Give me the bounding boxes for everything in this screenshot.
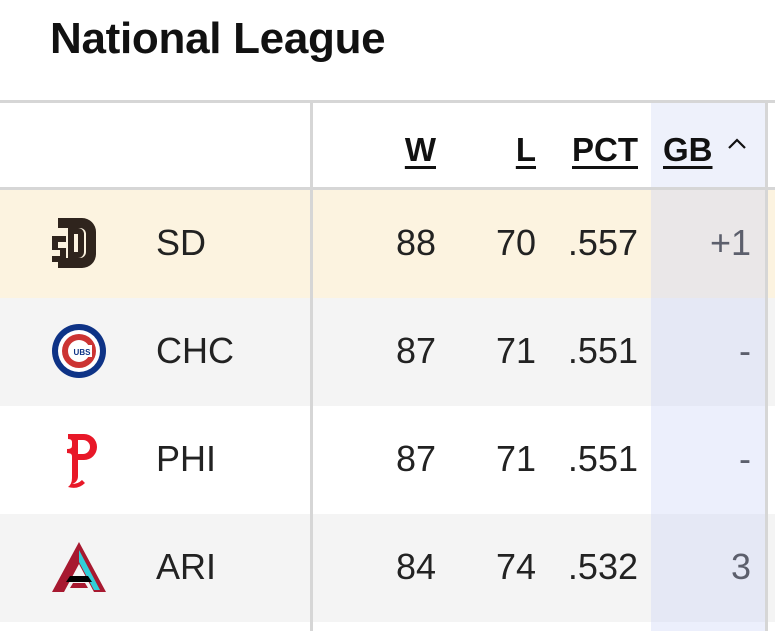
pct-value: .551 xyxy=(567,330,638,371)
gb-value: 3 xyxy=(730,546,751,587)
wins-value: 87 xyxy=(395,438,436,479)
header-divider xyxy=(765,103,768,187)
team-abbr[interactable]: ARI xyxy=(156,546,217,587)
wins-value: 87 xyxy=(395,330,436,371)
pct-value: .551 xyxy=(567,438,638,479)
losses-value: 71 xyxy=(495,330,536,371)
chevron-up-icon[interactable] xyxy=(726,133,748,155)
phillies-logo-icon xyxy=(67,434,97,488)
team-abbr[interactable]: CHC xyxy=(156,330,234,371)
losses-value: 71 xyxy=(495,438,536,479)
pct-value: .557 xyxy=(567,222,638,263)
page-title: National League xyxy=(50,14,386,63)
header-pct[interactable]: PCT xyxy=(572,131,638,168)
gb-value: +1 xyxy=(709,222,751,263)
header-losses[interactable]: L xyxy=(515,131,536,168)
diamondbacks-logo-icon xyxy=(52,542,106,592)
cubs-logo-icon: UBS xyxy=(52,324,106,378)
wins-value: 84 xyxy=(395,546,436,587)
wins-value: 88 xyxy=(395,222,436,263)
pct-value: .532 xyxy=(567,546,638,587)
column-divider xyxy=(310,100,313,631)
svg-text:UBS: UBS xyxy=(74,348,92,357)
table-header: W L PCT GB xyxy=(0,100,775,190)
gb-value: - xyxy=(739,330,751,371)
table-row[interactable]: PHI 87 71 .551 - xyxy=(0,406,775,514)
table-row[interactable]: UBS CHC 87 71 .551 - xyxy=(0,298,775,406)
gb-value: - xyxy=(739,438,751,479)
table-row[interactable]: ARI 84 74 .532 3 xyxy=(0,514,775,622)
team-abbr[interactable]: PHI xyxy=(156,438,217,479)
table-row[interactable]: SD 88 70 .557 +1 xyxy=(0,190,775,298)
sorted-header-highlight xyxy=(651,103,765,187)
header-divider xyxy=(310,103,313,187)
padres-logo-icon xyxy=(52,218,96,268)
standings-table: SD 88 70 .557 +1 UBS CHC 87 71 .551 - PH… xyxy=(0,100,775,631)
losses-value: 74 xyxy=(495,546,536,587)
team-abbr[interactable]: SD xyxy=(156,222,207,263)
losses-value: 70 xyxy=(495,222,536,263)
header-gb[interactable]: GB xyxy=(663,131,713,168)
column-divider xyxy=(765,100,768,631)
header-wins[interactable]: W xyxy=(404,131,436,168)
